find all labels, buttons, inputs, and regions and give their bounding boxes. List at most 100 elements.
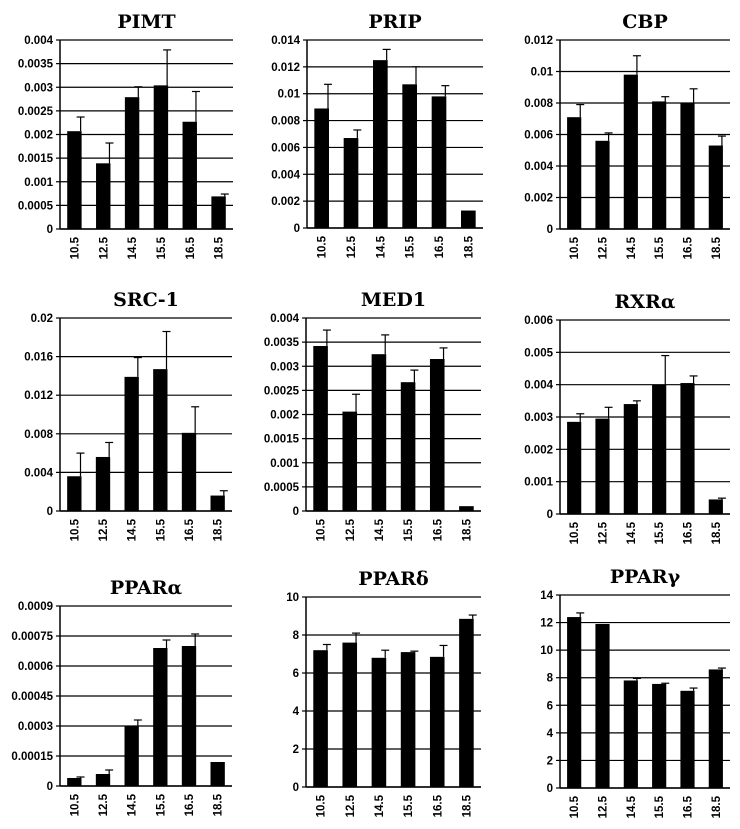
pimt-category-label: 10.5 <box>69 236 81 259</box>
med1-title: MED1 <box>361 289 426 311</box>
src-1-category-label: 12.5 <box>98 518 110 541</box>
ppar-y-tick-label: 6 <box>547 700 553 712</box>
prip-bar-15.5 <box>402 84 417 228</box>
ppar-bar-12.5 <box>95 774 111 786</box>
ppar-category-label: 15.5 <box>403 794 415 817</box>
ppar-category-label: 10.5 <box>569 795 581 818</box>
ppar-y-tick-label: 0.00045 <box>11 691 53 703</box>
prip-category-label: 10.5 <box>317 235 329 258</box>
ppar-category-label: 12.5 <box>345 794 357 817</box>
ppar-title: PPARγ <box>610 566 681 588</box>
cbp-category-label: 16.5 <box>683 236 695 259</box>
med1-category-label: 15.5 <box>403 518 415 541</box>
prip-bar-14.5 <box>373 60 388 229</box>
ppar-category-label: 12.5 <box>98 793 110 816</box>
pimt-bar-12.5 <box>96 163 111 229</box>
src-1-category-label: 18.5 <box>213 518 225 541</box>
pimt-category-label: 16.5 <box>185 236 197 259</box>
pimt-y-tick-label: 0.0015 <box>18 153 54 165</box>
rxr-bar-10.5 <box>567 421 582 514</box>
ppar-y-tick-label: 0.0006 <box>18 661 53 673</box>
prip-bar-10.5 <box>314 108 329 228</box>
rxr-category-label: 15.5 <box>654 521 666 544</box>
cbp-category-label: 18.5 <box>711 236 723 259</box>
prip-category-label: 12.5 <box>346 235 358 258</box>
ppar-title: PPARα <box>110 577 183 599</box>
ppar-bar-12.5 <box>342 642 358 787</box>
ppar-category-label: 18.5 <box>213 793 225 816</box>
ppar-y-tick-label: 8 <box>293 630 300 642</box>
prip-y-tick-label: 0.012 <box>271 62 300 74</box>
pimt-bar-18.5 <box>211 196 226 229</box>
ppar-y-tick-label: 0 <box>293 782 299 794</box>
ppar-bar-10.5 <box>67 778 82 786</box>
rxr-category-label: 18.5 <box>711 521 723 544</box>
ppar-y-tick-label: 12 <box>540 618 553 630</box>
ppar-category-label: 14.5 <box>626 795 638 818</box>
ppar-bar-15.5 <box>400 652 416 787</box>
rxr-bar-16.5 <box>680 383 695 514</box>
prip-y-tick-label: 0.014 <box>271 35 300 47</box>
prip-category-label: 14.5 <box>375 235 387 258</box>
ppar-bar-10.5 <box>567 617 582 788</box>
pimt-category-label: 18.5 <box>214 236 226 259</box>
src-1-bar-10.5 <box>67 476 82 511</box>
src-1-y-tick-label: 0.02 <box>31 313 53 325</box>
ppar-bar-14.5 <box>623 680 638 788</box>
src-1-title: SRC-1 <box>113 289 179 311</box>
src-1-category-label: 14.5 <box>127 518 139 541</box>
src-1-bar-16.5 <box>181 432 197 511</box>
cbp-y-tick-label: 0.004 <box>524 161 553 173</box>
prip-y-tick-label: 0.006 <box>271 142 300 154</box>
rxr-bar-14.5 <box>623 404 638 514</box>
ppar-y-tick-label: 14 <box>540 590 553 602</box>
ppar-bar-18.5 <box>708 669 723 788</box>
ppar-y-tick-label: 8 <box>547 673 554 685</box>
med1-category-label: 10.5 <box>316 518 328 541</box>
ppar-bar-16.5 <box>680 690 695 788</box>
src-1-y-tick-label: 0.008 <box>24 429 53 441</box>
cbp-bar-18.5 <box>708 145 723 229</box>
rxr-y-tick-label: 0.005 <box>524 347 553 359</box>
cbp-y-tick-label: 0.01 <box>531 67 554 79</box>
prip-y-tick-label: 0.004 <box>271 169 300 181</box>
prip-title: PRIP <box>368 11 421 33</box>
prip-y-tick-label: 0.002 <box>271 196 300 208</box>
cbp-category-label: 12.5 <box>598 236 610 259</box>
ppar-bar-16.5 <box>429 656 445 787</box>
cbp-y-tick-label: 0.006 <box>524 130 553 142</box>
pimt-y-tick-label: 0.003 <box>24 82 53 94</box>
ppar-category-label: 14.5 <box>374 794 386 817</box>
rxr-bar-12.5 <box>595 418 610 514</box>
rxr-category-label: 10.5 <box>569 521 581 544</box>
ppar-bar-14.5 <box>124 726 139 786</box>
med1-y-tick-label: 0.003 <box>270 361 299 373</box>
src-1-y-tick-label: 0 <box>47 506 53 518</box>
rxr-category-label: 12.5 <box>598 521 610 544</box>
pimt-category-label: 12.5 <box>98 236 110 259</box>
med1-bar-16.5 <box>429 359 445 511</box>
ppar-y-tick-label: 0.0003 <box>18 721 53 733</box>
ppar-y-tick-label: 2 <box>547 755 553 767</box>
cbp-y-tick-label: 0.008 <box>524 98 553 110</box>
cbp-y-tick-label: 0.012 <box>524 35 553 47</box>
ppar-y-tick-label: 10 <box>540 645 553 657</box>
cbp-category-label: 14.5 <box>626 236 638 259</box>
ppar-y-tick-label: 0 <box>547 783 553 795</box>
med1-panel: MED1 0 0.0005 0.001 0.0015 0.002 0.0025 0.003 0.… <box>264 289 481 541</box>
rxr-y-tick-label: 0.006 <box>524 315 553 327</box>
prip-bar-16.5 <box>431 96 447 229</box>
pimt-y-tick-label: 0.004 <box>24 35 53 47</box>
ppar-bar-10.5 <box>313 650 328 787</box>
med1-y-tick-label: 0.0035 <box>264 337 300 349</box>
src-1-category-label: 10.5 <box>69 518 81 541</box>
rxr-y-tick-label: 0.002 <box>524 444 553 456</box>
pimt-bar-16.5 <box>182 121 197 229</box>
ppar-bar-15.5 <box>153 648 168 786</box>
cbp-y-tick-label: 0 <box>547 224 553 236</box>
ppar-category-label: 12.5 <box>598 795 610 818</box>
cbp-bar-16.5 <box>680 103 695 229</box>
ppar-bar-18.5 <box>210 762 225 786</box>
pimt-category-label: 14.5 <box>127 236 139 259</box>
med1-y-tick-label: 0.001 <box>270 458 299 470</box>
